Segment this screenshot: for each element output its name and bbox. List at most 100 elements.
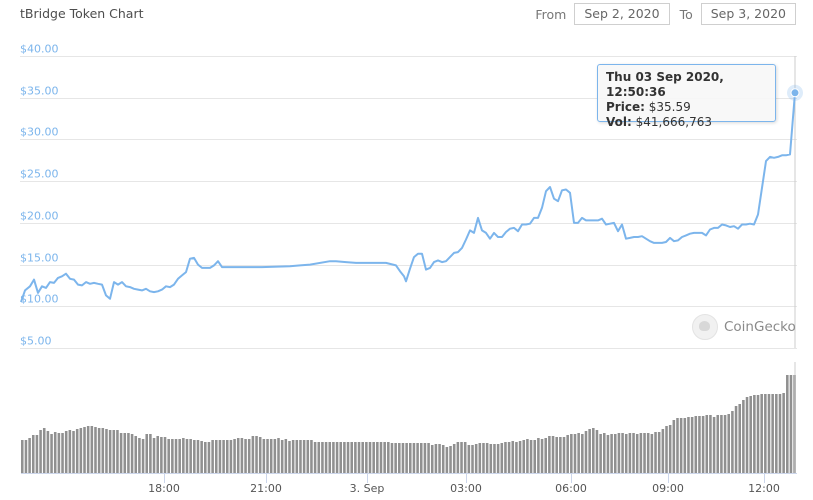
credit-label: CoinGecko (724, 319, 796, 335)
volume-bars[interactable] (21, 375, 796, 473)
volume-bar (742, 400, 745, 473)
volume-bar (581, 434, 584, 473)
volume-bar (643, 433, 646, 473)
volume-bar (430, 445, 434, 473)
from-date-input[interactable]: Sep 2, 2020 (574, 3, 670, 25)
volume-bar (654, 432, 657, 473)
volume-bar (383, 442, 386, 473)
x-tick-label: 03:00 (450, 482, 482, 495)
volume-bar (621, 433, 624, 473)
volume-bar (441, 445, 445, 473)
volume-bar (672, 420, 676, 473)
volume-bar (522, 440, 526, 473)
volume-bar (767, 394, 771, 473)
volume-bar (775, 394, 778, 473)
volume-bar (204, 442, 207, 473)
x-tick-label: 06:00 (555, 482, 587, 495)
volume-bar (584, 431, 588, 473)
volume-bar (350, 442, 353, 473)
volume-bar (416, 443, 419, 473)
coingecko-logo-icon (692, 314, 718, 340)
volume-bar (112, 430, 116, 473)
volume-bar (138, 438, 141, 473)
volume-bar (456, 442, 460, 473)
volume-bar (537, 438, 540, 473)
volume-bar (500, 443, 504, 473)
volume-bar (723, 415, 727, 473)
volume-bar (211, 440, 214, 473)
volume-bar (200, 441, 203, 473)
volume-bar (398, 443, 401, 473)
volume-bar (493, 444, 496, 473)
volume-bar (449, 446, 452, 473)
volume-bar (255, 436, 258, 473)
volume-bar (474, 444, 478, 473)
volume-bar (372, 442, 375, 473)
from-label: From (535, 6, 567, 22)
volume-bar (639, 433, 643, 473)
volume-bar (79, 428, 83, 473)
volume-bar (603, 433, 606, 473)
tooltip-datetime: Thu 03 Sep 2020, 12:50:36 (606, 70, 724, 99)
volume-bar (152, 438, 156, 473)
volume-bar (409, 443, 412, 473)
volume-bar (295, 440, 299, 473)
y-tick-label: $40.00 (20, 43, 59, 56)
volume-bar (460, 442, 463, 473)
hover-point-marker[interactable] (790, 88, 800, 98)
volume-bar (529, 440, 533, 473)
price-line[interactable] (20, 92, 796, 303)
volume-bar (657, 432, 661, 473)
to-label: To (679, 6, 693, 22)
volume-bar (94, 427, 97, 473)
volume-bar (786, 375, 789, 473)
volume-bar (50, 434, 53, 473)
volume-bar (438, 444, 441, 473)
volume-bar (160, 437, 163, 473)
volume-bar (182, 438, 185, 473)
volume-bar (687, 417, 690, 473)
volume-bar (544, 438, 547, 473)
volume-bar (127, 433, 130, 473)
volume-bar (251, 436, 255, 473)
volume-bar (760, 394, 763, 473)
volume-bar (562, 437, 566, 473)
volume-bar (749, 396, 752, 473)
date-range-selector: From Sep 2, 2020 To Sep 3, 2020 (525, 3, 796, 25)
volume-bar (240, 438, 244, 473)
volume-bar (346, 442, 350, 473)
volume-bar (149, 434, 152, 473)
volume-bar (705, 415, 709, 473)
volume-bar (712, 417, 716, 473)
volume-bar (280, 440, 284, 473)
volume-bar (756, 395, 760, 473)
volume-bar (368, 442, 372, 473)
volume-bar (185, 439, 189, 473)
volume-bar (42, 428, 46, 473)
volume-bar (540, 439, 544, 473)
coingecko-credit[interactable]: CoinGecko (692, 314, 796, 340)
volume-bar (328, 442, 332, 473)
volume-bar (64, 431, 68, 473)
volume-bar (482, 443, 485, 473)
volume-bar (332, 442, 335, 473)
volume-bar (116, 430, 119, 473)
volume-bar (130, 434, 134, 473)
volume-bar (225, 440, 229, 473)
volume-bar (738, 404, 741, 473)
volume-bar (467, 445, 471, 473)
volume-bar (61, 433, 64, 473)
volume-bar (646, 433, 650, 473)
volume-bar (343, 442, 346, 473)
volume-bar (405, 443, 408, 473)
volume-bar (321, 442, 324, 473)
volume-bar (595, 430, 599, 473)
volume-bar (668, 425, 672, 473)
volume-bar (683, 418, 687, 473)
volume-bar (789, 375, 793, 473)
x-tick-label: 21:00 (250, 482, 282, 495)
volume-bar (716, 415, 720, 473)
to-date-input[interactable]: Sep 3, 2020 (700, 3, 796, 25)
volume-bar (613, 434, 617, 473)
